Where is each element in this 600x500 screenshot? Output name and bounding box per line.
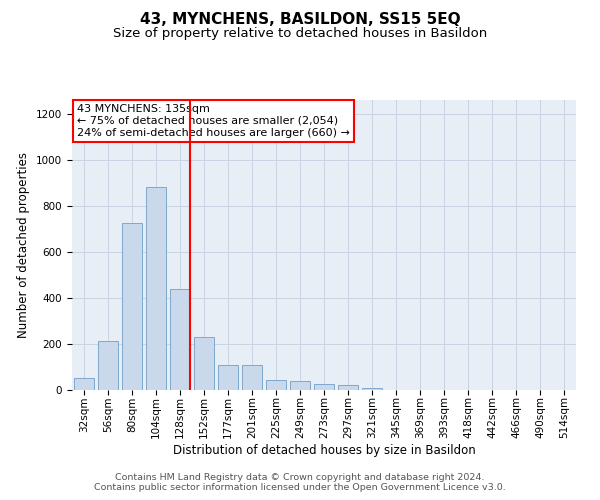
- Bar: [314, 384, 334, 390]
- Bar: [98, 340, 118, 390]
- Bar: [146, 188, 166, 390]
- Bar: [194, 337, 214, 390]
- Bar: [170, 288, 190, 390]
- Text: 43, MYNCHENS, BASILDON, SS15 5EQ: 43, MYNCHENS, BASILDON, SS15 5EQ: [140, 12, 460, 28]
- X-axis label: Distribution of detached houses by size in Basildon: Distribution of detached houses by size …: [173, 444, 475, 457]
- Bar: [218, 365, 238, 390]
- Bar: [362, 388, 382, 390]
- Bar: [290, 381, 310, 390]
- Text: 43 MYNCHENS: 135sqm
← 75% of detached houses are smaller (2,054)
24% of semi-det: 43 MYNCHENS: 135sqm ← 75% of detached ho…: [77, 104, 350, 138]
- Y-axis label: Number of detached properties: Number of detached properties: [17, 152, 31, 338]
- Bar: [74, 378, 94, 390]
- Text: Size of property relative to detached houses in Basildon: Size of property relative to detached ho…: [113, 28, 487, 40]
- Bar: [338, 386, 358, 390]
- Bar: [242, 365, 262, 390]
- Bar: [122, 223, 142, 390]
- Text: Contains HM Land Registry data © Crown copyright and database right 2024.
Contai: Contains HM Land Registry data © Crown c…: [94, 473, 506, 492]
- Bar: [266, 380, 286, 390]
